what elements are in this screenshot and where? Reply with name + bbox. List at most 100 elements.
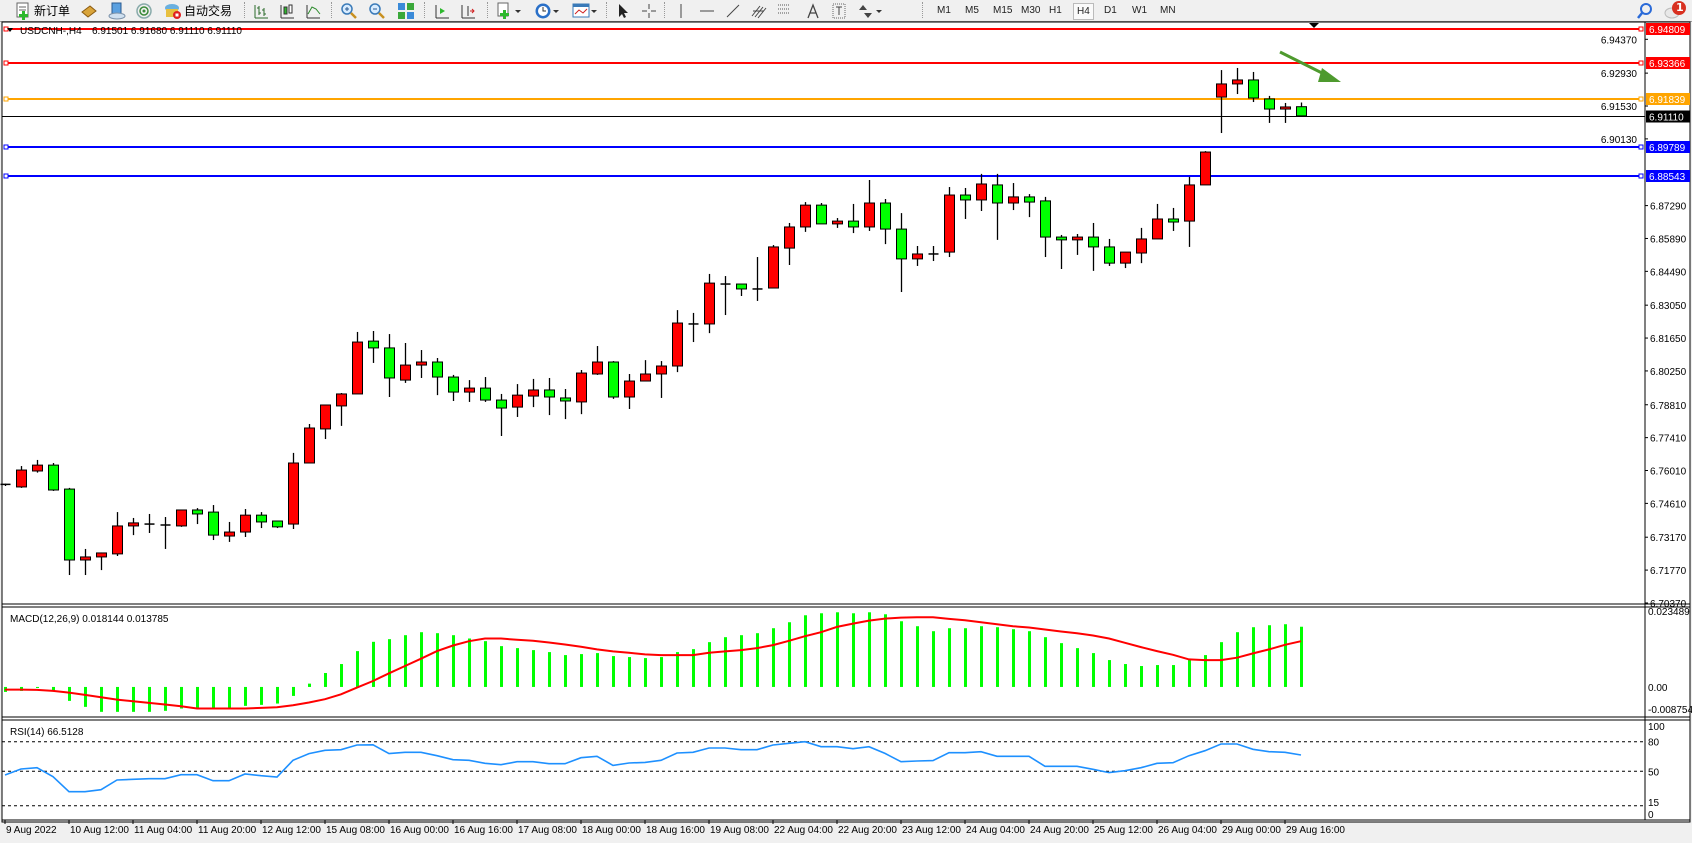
arrows-button[interactable]: [856, 1, 884, 20]
rsi-axis-label: 0: [1648, 810, 1654, 821]
bar-chart-button[interactable]: [252, 1, 270, 20]
candle-body: [432, 361, 443, 378]
symbol-timeframe: USDCNH-,H4: [20, 26, 82, 37]
price-line-label-bg: [1646, 23, 1690, 35]
line-handle-right[interactable]: [1638, 60, 1644, 66]
timeframe-m30[interactable]: M30: [1021, 5, 1041, 16]
candle-body: [592, 361, 603, 375]
timeframe-m1[interactable]: M1: [937, 5, 951, 16]
chart-shift-button[interactable]: [459, 1, 477, 20]
timeframe-d1[interactable]: D1: [1104, 5, 1117, 16]
new-order-icon: [16, 2, 29, 20]
macd-histogram-bar: [772, 628, 775, 687]
candle-body: [1280, 106, 1291, 110]
candle: [1072, 234, 1083, 255]
annotation-arrow[interactable]: [1279, 50, 1341, 82]
candle-body: [192, 509, 203, 515]
new-order-button[interactable]: 新订单: [14, 1, 70, 20]
candle-body: [528, 389, 539, 397]
line-handle-left[interactable]: [3, 96, 9, 102]
candle: [992, 173, 1003, 240]
line-handle-left[interactable]: [3, 26, 9, 32]
fibonacci-channel-button[interactable]: [750, 1, 768, 20]
templates-button[interactable]: [572, 1, 598, 20]
macd-histogram-bar: [468, 638, 471, 687]
indicators-button[interactable]: [496, 1, 522, 20]
rsi-axis-label: 15: [1648, 798, 1660, 809]
search-button[interactable]: [1636, 1, 1654, 20]
macd-histogram-bar: [1284, 624, 1287, 687]
macd-histogram-bar: [1140, 666, 1143, 687]
time-label: 18 Aug 16:00: [646, 825, 705, 836]
candle: [32, 459, 43, 473]
horizontal-line-button[interactable]: [698, 1, 716, 20]
periods-button[interactable]: [534, 1, 560, 20]
time-label: 29 Aug 16:00: [1286, 825, 1345, 836]
timeframe-m5[interactable]: M5: [965, 5, 979, 16]
candle-body: [992, 184, 1003, 204]
candle-body: [224, 531, 235, 537]
macd-histogram-bar: [36, 686, 39, 688]
macd-histogram-bar: [1060, 643, 1063, 687]
price-tick-label: 6.94370: [1601, 35, 1638, 46]
candle-body: [1040, 200, 1051, 238]
price-tick-label: 6.92930: [1601, 69, 1638, 80]
timeframe-mn[interactable]: MN: [1160, 5, 1176, 16]
market-watch-button[interactable]: [108, 1, 126, 20]
candle-body: [976, 183, 987, 201]
candle: [656, 361, 667, 398]
candle: [1152, 203, 1163, 240]
line-handle-right[interactable]: [1638, 173, 1644, 179]
timeframe-h4[interactable]: H4: [1073, 3, 1094, 20]
zoom-in-button[interactable]: [340, 1, 358, 20]
timeframe-h1[interactable]: H1: [1049, 5, 1062, 16]
fibo-retracement-button[interactable]: [776, 1, 794, 20]
candle: [48, 462, 59, 491]
macd-histogram-bar: [548, 652, 551, 687]
crosshair-button[interactable]: [640, 1, 658, 20]
auto-scroll-button[interactable]: [433, 1, 451, 20]
text-button[interactable]: [804, 1, 822, 20]
candle: [1216, 70, 1227, 134]
timeframe-w1[interactable]: W1: [1132, 5, 1147, 16]
zoom-out-button[interactable]: [368, 1, 386, 20]
trend-line-button[interactable]: [724, 1, 742, 20]
candle-body: [1056, 236, 1067, 241]
chart-shift-marker-icon[interactable]: [1309, 23, 1319, 28]
line-handle-left[interactable]: [3, 60, 9, 66]
text-label-button[interactable]: [830, 1, 848, 20]
price-tick-label: 6.90130: [1601, 135, 1638, 146]
tile-windows-button[interactable]: [397, 1, 415, 20]
bid-label-bg: [1646, 110, 1690, 123]
line-handle-right[interactable]: [1638, 96, 1644, 102]
signals-button[interactable]: [135, 1, 153, 20]
notification-button[interactable]: 1: [1664, 1, 1688, 20]
timeframe-m15[interactable]: M15: [993, 5, 1013, 16]
time-label: 10 Aug 12:00: [70, 825, 129, 836]
candle: [704, 273, 715, 334]
macd-histogram-bar: [788, 622, 791, 687]
line-handle-left[interactable]: [3, 144, 9, 150]
vertical-line-button[interactable]: [672, 1, 690, 20]
candle: [752, 257, 763, 301]
candle: [880, 199, 891, 245]
line-handle-right[interactable]: [1638, 144, 1644, 150]
zoom-in-icon: [341, 2, 357, 19]
macd-axis-label: -0.008754: [1648, 705, 1692, 716]
line-handle-right[interactable]: [1638, 26, 1644, 32]
price-tick-label: 6.83050: [1650, 301, 1687, 312]
line-handle-left[interactable]: [3, 173, 9, 179]
macd-histogram-bar: [1044, 637, 1047, 687]
cursor-button[interactable]: [614, 1, 632, 20]
bar-chart-icon: [254, 4, 268, 18]
candlestick-button[interactable]: [278, 1, 296, 20]
chart-menu-arrow-icon[interactable]: [7, 28, 13, 32]
time-label: 18 Aug 00:00: [582, 825, 641, 836]
candle-body: [320, 404, 331, 430]
time-label: 16 Aug 16:00: [454, 825, 513, 836]
history-button[interactable]: [80, 1, 98, 20]
auto-trading-button[interactable]: 自动交易: [164, 1, 232, 20]
line-chart-button[interactable]: [304, 1, 322, 20]
candle-body: [288, 462, 299, 525]
